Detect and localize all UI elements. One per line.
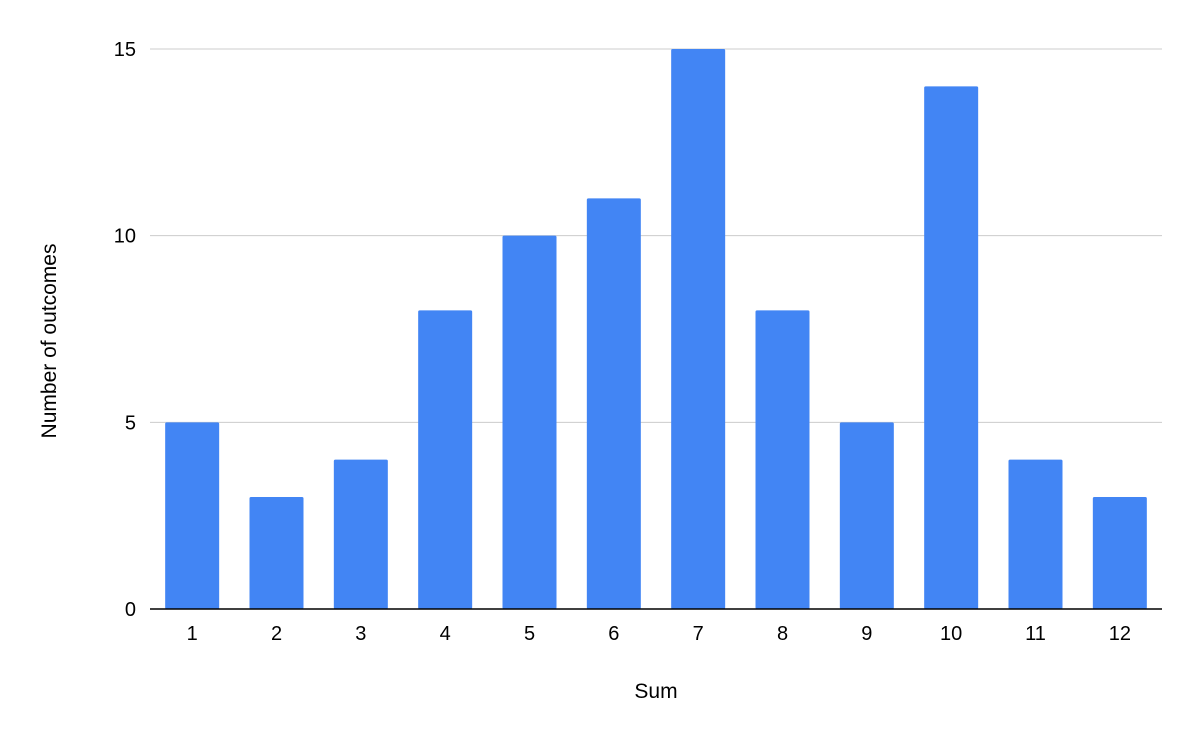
bar-8 (755, 310, 810, 609)
bars (165, 49, 1147, 610)
bar-3 (333, 459, 388, 609)
x-tick-label: 6 (608, 623, 619, 645)
bar-6 (586, 198, 641, 610)
y-tick-label: 15 (114, 39, 136, 61)
x-tick-label: 3 (355, 623, 366, 645)
x-tick-label: 9 (861, 623, 872, 645)
x-tick-label: 7 (693, 623, 704, 645)
x-tick-labels: 1 2 3 4 5 6 7 8 9 10 11 12 (187, 623, 1131, 645)
y-tick-labels: 0 5 10 15 (114, 39, 136, 621)
bar-4 (418, 310, 473, 609)
y-axis-title: Number of outcomes (38, 244, 61, 439)
x-tick-label: 8 (777, 623, 788, 645)
x-tick-label: 10 (940, 623, 962, 645)
bar-9 (839, 422, 894, 609)
x-tick-label: 11 (1025, 623, 1046, 645)
y-tick-label: 0 (125, 599, 136, 621)
x-tick-label: 4 (440, 623, 451, 645)
bar-7 (671, 49, 726, 609)
y-tick-label: 5 (125, 412, 136, 434)
bar-12 (1092, 497, 1147, 609)
gridlines (150, 48, 1162, 423)
bar-2 (249, 497, 304, 609)
bar-10 (924, 86, 979, 610)
bar-11 (1008, 459, 1063, 609)
x-tick-label: 2 (271, 623, 282, 645)
x-axis-title: Sum (634, 680, 677, 703)
x-tick-label: 5 (524, 623, 535, 645)
x-tick-label: 12 (1109, 623, 1131, 645)
y-tick-label: 10 (114, 226, 136, 248)
x-tick-label: 1 (187, 623, 198, 645)
bar-5 (502, 235, 557, 609)
bar-1 (165, 422, 220, 609)
